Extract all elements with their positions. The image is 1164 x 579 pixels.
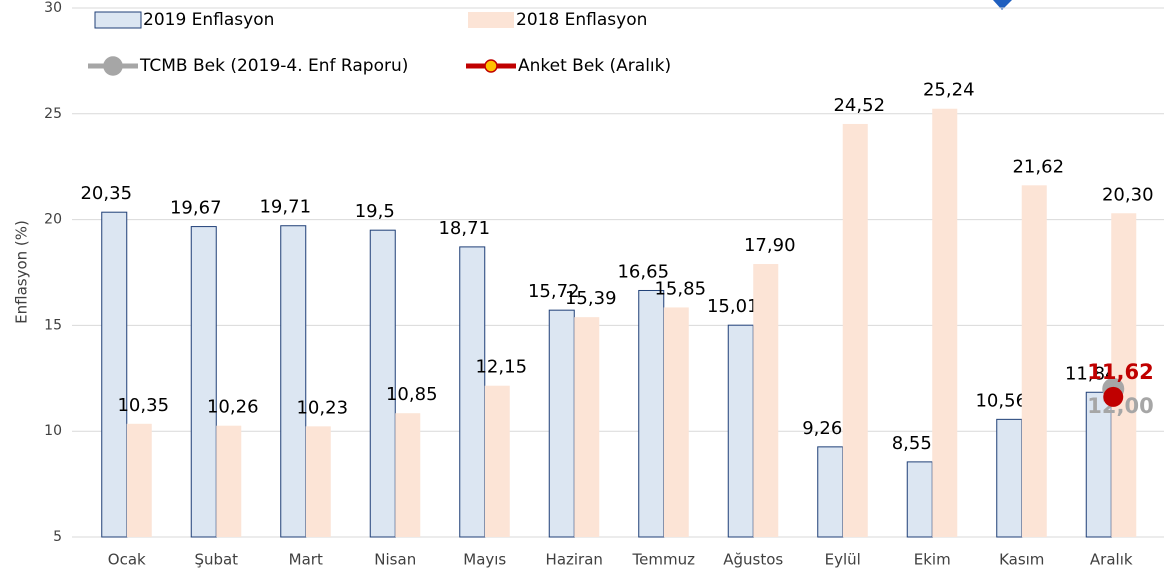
bar — [548, 309, 575, 538]
x-tick-label: Haziran — [546, 551, 603, 569]
data-label: 24,52 — [833, 95, 885, 116]
data-label: 20,35 — [80, 183, 132, 204]
bar — [753, 264, 779, 537]
data-label: 11,62 — [1087, 360, 1153, 384]
data-label: 9,26 — [802, 418, 842, 439]
bar — [1111, 213, 1137, 537]
legend-swatch — [468, 12, 514, 28]
bar — [574, 317, 600, 537]
bar — [280, 225, 307, 538]
legend-marker — [484, 59, 498, 73]
data-label: 11,84 — [1065, 363, 1117, 384]
bar — [842, 123, 868, 538]
bar — [305, 426, 331, 537]
y-tick-label: 20 — [44, 212, 62, 228]
bar — [369, 229, 396, 538]
x-tick-label: Nisan — [374, 551, 416, 569]
legend-label: 2019 Enflasyon — [143, 10, 274, 30]
data-label: 15,72 — [528, 281, 580, 302]
data-label: 15,85 — [654, 278, 706, 299]
bar — [638, 289, 665, 538]
bar — [101, 211, 128, 538]
legend-label: 2018 Enflasyon — [516, 10, 647, 30]
data-label: 18,71 — [438, 218, 490, 239]
bar — [126, 423, 152, 537]
bar — [1021, 185, 1047, 537]
y-tick-label: 30 — [44, 0, 62, 16]
x-tick-label: Ocak — [108, 551, 146, 569]
data-label: 10,26 — [207, 397, 259, 418]
bar — [906, 461, 933, 538]
data-label: 19,67 — [170, 198, 222, 219]
bar — [996, 418, 1023, 538]
bar — [216, 425, 242, 537]
bar — [459, 246, 486, 538]
data-label: 10,35 — [117, 395, 169, 416]
x-tick-label: Eylül — [825, 551, 861, 569]
data-label: 20,30 — [1102, 184, 1154, 205]
y-axis-label: Enflasyon (%) — [13, 220, 31, 324]
x-tick-label: Mart — [289, 551, 323, 569]
x-tick-label: Aralık — [1090, 551, 1133, 569]
bar — [727, 324, 754, 538]
legend-marker — [103, 56, 123, 76]
bar — [395, 413, 421, 537]
data-label: 21,62 — [1012, 156, 1064, 177]
data-label: 19,71 — [259, 197, 311, 218]
bar — [817, 446, 844, 538]
data-label: 19,5 — [355, 201, 395, 222]
legend-label: TCMB Bek (2019-4. Enf Raporu) — [139, 56, 408, 76]
point — [1103, 386, 1124, 407]
bar — [484, 385, 510, 537]
x-tick-label: Ağustos — [723, 551, 783, 569]
legend-swatch — [94, 11, 142, 29]
logo-fragment — [993, 0, 1012, 10]
x-tick-label: Temmuz — [632, 551, 696, 569]
y-tick-label: 10 — [44, 423, 62, 439]
data-label: 8,55 — [892, 433, 932, 454]
data-label: 10,85 — [386, 384, 438, 405]
x-tick-label: Kasım — [999, 551, 1044, 569]
data-label: 17,90 — [744, 235, 796, 256]
data-label: 15,39 — [565, 288, 617, 309]
y-tick-label: 25 — [44, 106, 62, 122]
x-tick-label: Şubat — [194, 551, 238, 569]
data-label: 16,65 — [617, 261, 669, 282]
bar — [663, 307, 689, 537]
legend-label: Anket Bek (Aralık) — [518, 56, 671, 76]
y-tick-label: 15 — [44, 317, 62, 333]
x-tick-label: Ekim — [914, 551, 951, 569]
data-label: 25,24 — [923, 80, 975, 101]
data-label: 10,56 — [975, 390, 1027, 411]
x-tick-label: Mayıs — [463, 551, 506, 569]
bar — [932, 108, 958, 537]
data-label: 10,23 — [296, 397, 348, 418]
y-tick-label: 5 — [53, 529, 62, 545]
data-label: 15,01 — [707, 296, 759, 317]
data-label: 12,15 — [475, 357, 527, 378]
bar — [190, 226, 217, 538]
